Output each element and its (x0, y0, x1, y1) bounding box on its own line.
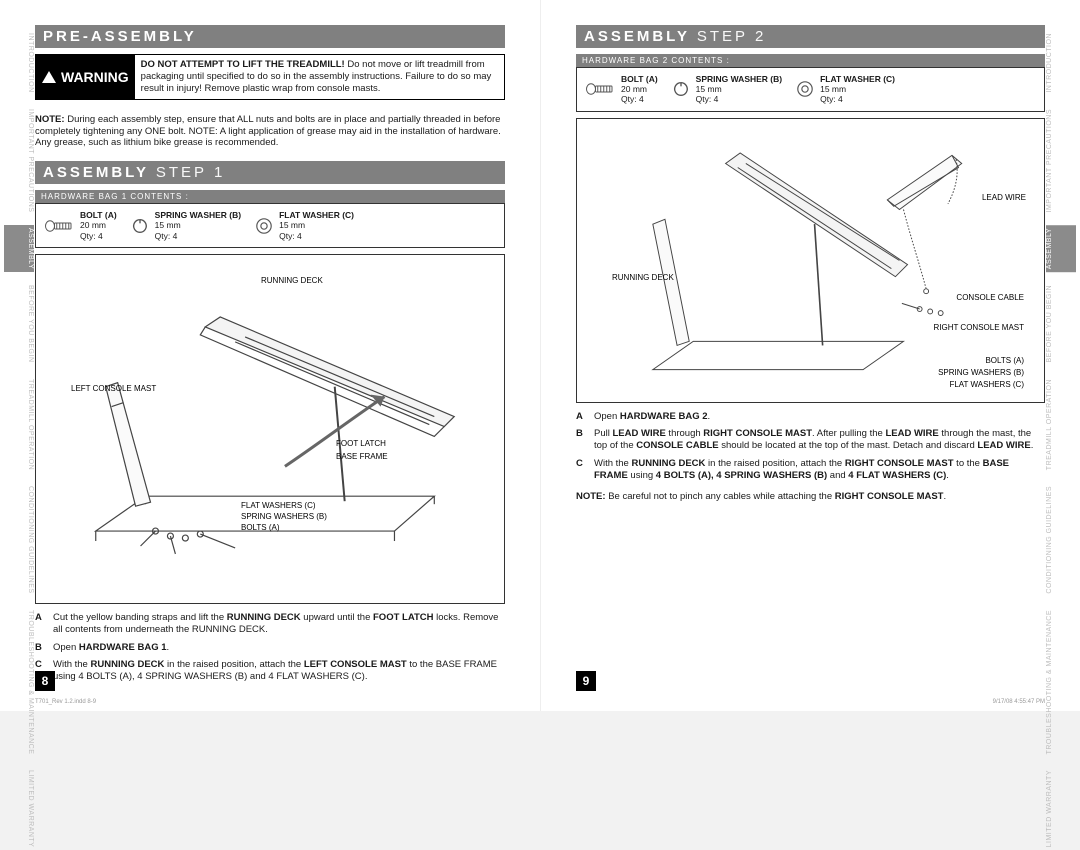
pre-assembly-title: PRE-ASSEMBLY (43, 28, 197, 45)
side-tab: TROUBLESHOOTING & MAINTENANCE (1046, 607, 1076, 757)
page-right: INTRODUCTION IMPORTANT PRECAUTIONS ASSEMBL… (540, 0, 1080, 711)
side-tab: ASSEMBLY (1046, 225, 1076, 272)
side-tab: CONDITIONING GUIDELINES (1046, 483, 1076, 597)
side-tabs-left: INTRODUCTION IMPORTANT PRECAUTIONS ASSEMBL… (4, 30, 34, 850)
step1-instructions: ACut the yellow banding straps and lift … (35, 612, 505, 689)
instruction-row: AOpen HARDWARE BAG 2. (576, 411, 1045, 423)
step1-title-a: ASSEMBLY (43, 164, 156, 181)
step2-title-a: ASSEMBLY (584, 28, 697, 45)
instruction-row: BPull LEAD WIRE through RIGHT CONSOLE MA… (576, 428, 1045, 453)
note-text: During each assembly step, ensure that A… (35, 114, 501, 149)
lbl-flat2: FLAT WASHERS (C) (949, 381, 1024, 389)
lbl-bolts: BOLTS (A) (241, 524, 280, 532)
assembly-step2-header: ASSEMBLY STEP 2 (576, 25, 1045, 48)
instruction-row: CWith the RUNNING DECK in the raised pos… (576, 458, 1045, 483)
note-block: NOTE: During each assembly step, ensure … (35, 114, 505, 150)
step2-diagram-svg (577, 119, 1044, 402)
note2-text: Be careful not to pinch any cables while… (606, 491, 835, 502)
lbl-running-deck: RUNNING DECK (261, 277, 323, 285)
note2-label: NOTE: (576, 491, 606, 502)
side-tab: INTRODUCTION (1046, 30, 1076, 96)
lbl-spring2: SPRING WASHERS (B) (938, 369, 1024, 377)
side-tab: INTRODUCTION (4, 30, 34, 96)
side-tab: LIMITED WARRANTY (1046, 767, 1076, 850)
step2-note: NOTE: Be careful not to pinch any cables… (576, 491, 1045, 503)
hw-item: SPRING WASHER (B)15 mmQty: 4 (131, 210, 241, 241)
lbl-right-mast: RIGHT CONSOLE MAST (933, 324, 1024, 332)
instruction-row: CWith the RUNNING DECK in the raised pos… (35, 659, 505, 684)
side-tab: TREADMILL OPERATION (4, 376, 34, 473)
lbl-running-deck2: RUNNING DECK (612, 274, 674, 282)
warning-badge: WARNING (36, 55, 135, 99)
step2-title-b: STEP 2 (697, 28, 766, 45)
pre-assembly-header: PRE-ASSEMBLY (35, 25, 505, 48)
warning-triangle-icon (42, 71, 56, 83)
note2-bold: RIGHT CONSOLE MAST (835, 491, 944, 502)
hw-bag1-label: HARDWARE BAG 1 CONTENTS : (35, 190, 505, 203)
footer-right: 9/17/08 4:55:47 PM (993, 699, 1045, 705)
side-tabs-right: INTRODUCTION IMPORTANT PRECAUTIONS ASSEMBL… (1046, 30, 1076, 850)
page-number-8: 8 (35, 671, 55, 691)
side-tab: ASSEMBLY (4, 225, 34, 272)
hw-item: FLAT WASHER (C)15 mmQty: 4 (796, 74, 895, 105)
step2-diagram: LEAD WIRE RUNNING DECK CONSOLE CABLE RIG… (576, 118, 1045, 403)
hw-item: BOLT (A)20 mmQty: 4 (585, 74, 658, 105)
lbl-bolts2: BOLTS (A) (985, 357, 1024, 365)
note-label: NOTE: (35, 114, 65, 125)
hw-item: BOLT (A)20 mmQty: 4 (44, 210, 117, 241)
step2-instructions: AOpen HARDWARE BAG 2. BPull LEAD WIRE thr… (576, 411, 1045, 488)
step1-diagram: RUNNING DECK LEFT CONSOLE MAST FOOT LATC… (35, 254, 505, 604)
side-tab: BEFORE YOU BEGIN (1046, 282, 1076, 366)
side-tab: IMPORTANT PRECAUTIONS (4, 106, 34, 215)
hw-item: SPRING WASHER (B)15 mmQty: 4 (672, 74, 782, 105)
lbl-spring-washers: SPRING WASHERS (B) (241, 513, 327, 521)
hw-bag2-label: HARDWARE BAG 2 CONTENTS : (576, 54, 1045, 67)
lbl-lead-wire: LEAD WIRE (982, 194, 1026, 202)
hw-bag2-contents: BOLT (A)20 mmQty: 4 SPRING WASHER (B)15 m… (576, 67, 1045, 112)
lbl-flat-washers: FLAT WASHERS (C) (241, 502, 316, 510)
hw-item: FLAT WASHER (C)15 mmQty: 4 (255, 210, 354, 241)
side-tab: TROUBLESHOOTING & MAINTENANCE (4, 607, 34, 757)
side-tab: TREADMILL OPERATION (1046, 376, 1076, 473)
page-number-9: 9 (576, 671, 596, 691)
step1-diagram-svg (36, 255, 504, 603)
footer-left: T701_Rev 1.2.indd 8-9 (35, 699, 96, 705)
lbl-base-frame: BASE FRAME (336, 453, 388, 461)
lbl-foot-latch: FOOT LATCH (336, 440, 386, 448)
side-tab: CONDITIONING GUIDELINES (4, 483, 34, 597)
side-tab: BEFORE YOU BEGIN (4, 282, 34, 366)
warning-text: DO NOT ATTEMPT TO LIFT THE TREADMILL! Do… (135, 55, 504, 99)
hw-bag1-contents: BOLT (A)20 mmQty: 4 SPRING WASHER (B)15 m… (35, 203, 505, 248)
warning-text-bold: DO NOT ATTEMPT TO LIFT THE TREADMILL! (141, 59, 345, 70)
page-left: INTRODUCTIONIMPORTANT PRECAUTIONSASSEMBL… (0, 0, 540, 711)
lbl-left-mast: LEFT CONSOLE MAST (71, 385, 156, 393)
warning-block: WARNING DO NOT ATTEMPT TO LIFT THE TREAD… (35, 54, 505, 100)
step1-title-b: STEP 1 (156, 164, 225, 181)
instruction-row: BOpen HARDWARE BAG 1. (35, 642, 505, 654)
lbl-console-cable: CONSOLE CABLE (956, 294, 1024, 302)
side-tab: IMPORTANT PRECAUTIONS (1046, 106, 1076, 215)
side-tab: LIMITED WARRANTY (4, 767, 34, 850)
instruction-row: ACut the yellow banding straps and lift … (35, 612, 505, 637)
warning-badge-text: WARNING (61, 69, 129, 85)
assembly-step1-header: ASSEMBLY STEP 1 (35, 161, 505, 184)
